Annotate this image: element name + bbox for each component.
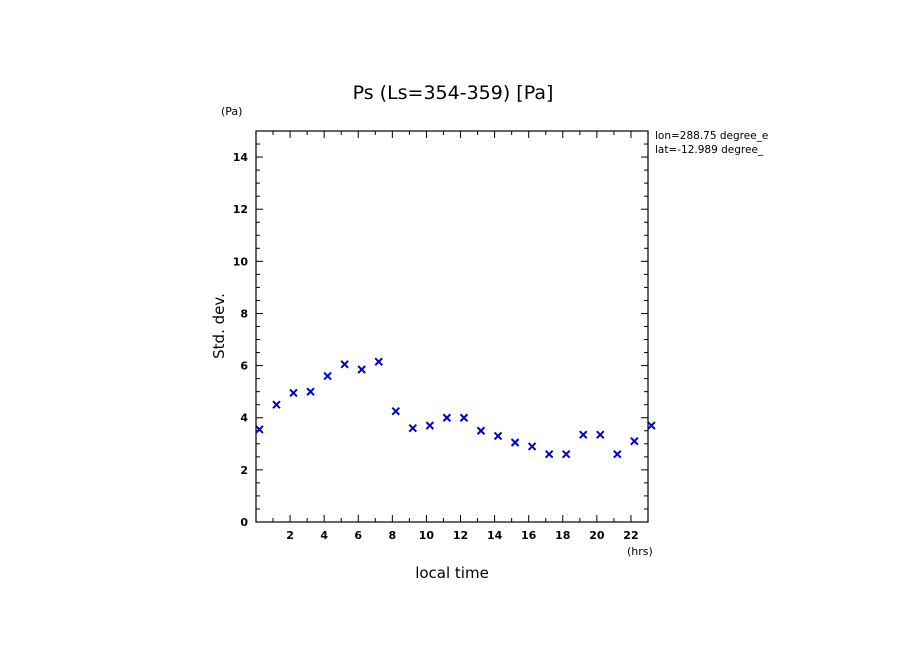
y-tick-label: 4 (240, 412, 248, 425)
y-tick-label: 8 (240, 307, 248, 320)
data-point (255, 425, 264, 434)
x-axis-unit: (hrs) (627, 545, 653, 558)
chart-title: Ps (Ls=354-359) [Pa] (353, 82, 554, 104)
y-tick-label: 10 (233, 255, 249, 268)
data-point (561, 450, 571, 459)
data-point (340, 360, 349, 369)
data-point (272, 400, 281, 409)
data-points (255, 357, 656, 459)
data-point (459, 413, 469, 422)
data-point (391, 407, 400, 416)
data-point (289, 388, 298, 398)
data-point (442, 413, 452, 422)
x-tick-label: 14 (487, 529, 503, 542)
axis-tick-labels: 2 4 6 8 10 12 14 16 18 20 22 0 2 4 6 8 10 12 14 (233, 151, 639, 542)
annotation-lat: lat=-12.989 degree_ (655, 144, 764, 156)
data-point (425, 421, 435, 430)
x-tick-label: 4 (320, 529, 328, 542)
x-tick-label: 12 (453, 529, 468, 542)
y-tick-label: 14 (233, 151, 249, 164)
data-point (374, 357, 383, 366)
y-axis-unit: (Pa) (221, 105, 242, 118)
x-tick-label: 16 (521, 529, 537, 542)
data-point (493, 431, 503, 441)
data-point (476, 426, 486, 435)
data-point (544, 450, 554, 459)
y-tick-label: 6 (240, 360, 248, 373)
data-point (613, 450, 622, 459)
data-point (596, 430, 605, 439)
x-tick-label: 20 (589, 529, 605, 542)
x-axis-label: local time (415, 564, 489, 582)
data-point (510, 438, 520, 447)
x-tick-label: 10 (419, 529, 435, 542)
annotation-lon: lon=288.75 degree_e (655, 130, 768, 142)
data-point (527, 442, 537, 451)
y-axis-label: Std. dev. (210, 293, 228, 359)
x-tick-label: 2 (286, 529, 294, 542)
data-point (408, 423, 418, 433)
data-point (323, 371, 332, 381)
x-tick-label: 18 (555, 529, 570, 542)
axis-ticks (255, 130, 649, 523)
data-point (630, 436, 639, 446)
data-point (306, 387, 315, 396)
plot-frame (255, 130, 649, 523)
y-tick-label: 2 (240, 464, 248, 477)
x-tick-label: 6 (354, 529, 362, 542)
x-tick-label: 22 (623, 529, 638, 542)
data-point (579, 430, 588, 439)
data-point (357, 365, 366, 374)
data-point (647, 421, 656, 430)
y-tick-label: 12 (233, 203, 248, 216)
x-tick-label: 8 (389, 529, 397, 542)
y-tick-label: 0 (240, 516, 248, 529)
